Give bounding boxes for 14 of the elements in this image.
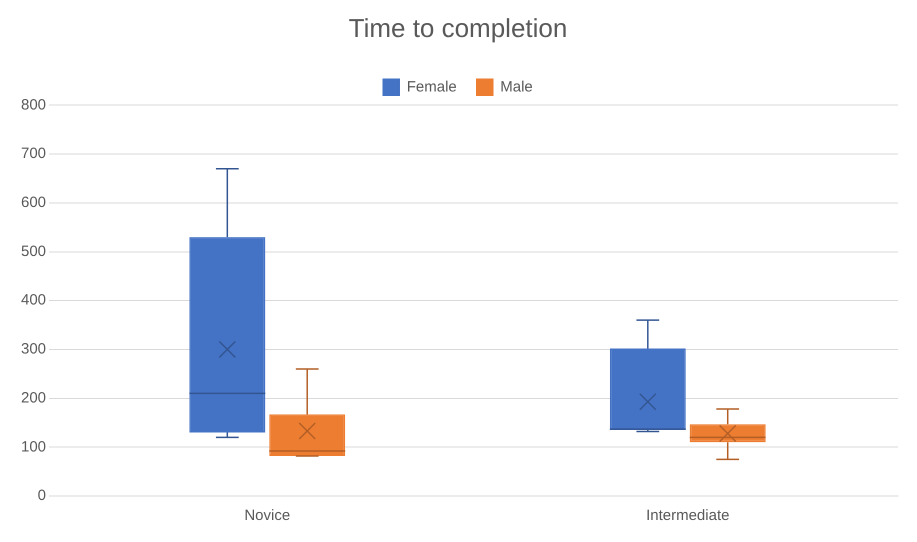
legend-label: Female: [406, 78, 457, 96]
y-tick-label: 200: [20, 389, 46, 406]
y-tick-label: 0: [38, 487, 46, 504]
x-tick-label: Intermediate: [646, 507, 730, 524]
y-tick-label: 800: [20, 96, 46, 114]
y-tick-label: 100: [20, 438, 46, 456]
y-tick-label: 400: [20, 292, 46, 309]
x-tick-label: Novice: [244, 507, 290, 524]
y-tick-label: 500: [20, 242, 46, 260]
y-tick-label: 600: [20, 194, 46, 212]
y-tick-label: 700: [20, 145, 46, 162]
legend-label: Male: [500, 78, 533, 96]
y-tick-label: 300: [20, 340, 46, 358]
chart-title: Time to completion: [348, 12, 568, 43]
